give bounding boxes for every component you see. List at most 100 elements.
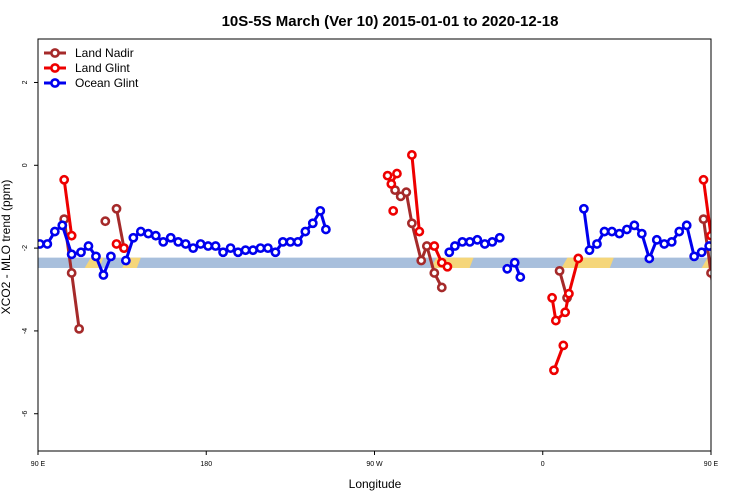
- data-point-ocean-glint: [233, 247, 243, 258]
- data-point-land-glint: [66, 230, 77, 241]
- legend-item-land-glint: Land Glint: [44, 61, 130, 75]
- data-point-ocean-glint: [696, 247, 707, 258]
- legend-item-land-nadir: Land Nadir: [44, 46, 134, 60]
- plot-area: [37, 38, 750, 452]
- data-point-land-nadir: [706, 268, 711, 278]
- plot-frame: [37, 38, 712, 452]
- data-point-ocean-glint: [704, 241, 711, 251]
- data-point-land-glint: [429, 241, 440, 251]
- land-ocean-strip: [38, 257, 711, 268]
- data-point-ocean-glint: [135, 226, 146, 237]
- y-tick-label: -2: [22, 245, 29, 251]
- data-point-ocean-glint: [621, 224, 632, 235]
- y-tick-label: -4: [22, 328, 29, 334]
- data-point-ocean-glint: [248, 245, 258, 256]
- series-line-ocean-glint: [747, 232, 750, 261]
- data-point-ocean-glint: [599, 226, 610, 237]
- data-point-ocean-glint: [188, 243, 199, 254]
- data-point-ocean-glint: [83, 241, 94, 251]
- data-point-ocean-glint: [479, 239, 490, 249]
- data-point-ocean-glint: [720, 271, 727, 278]
- y-tick-label: -6: [22, 411, 29, 417]
- data-point-land-glint: [547, 292, 557, 303]
- data-point-ocean-glint: [292, 236, 303, 247]
- legend-item-ocean-glint: Ocean Glint: [44, 76, 139, 90]
- data-point-land-nadir: [554, 265, 565, 276]
- y-tick-label: 2: [22, 80, 29, 84]
- data-point-ocean-glint: [651, 234, 662, 245]
- data-point-ocean-glint: [644, 253, 655, 264]
- data-point-ocean-glint: [180, 239, 191, 249]
- chart-title: 10S-5S March (Ver 10) 2015-01-01 to 2020…: [222, 13, 559, 30]
- data-point-land-nadir: [401, 187, 412, 198]
- x-tick-label: 90 E: [31, 461, 46, 468]
- data-point-ocean-glint: [66, 249, 77, 260]
- data-point-ocean-glint: [636, 228, 647, 239]
- data-point-land-nadir: [698, 214, 709, 225]
- data-point-ocean-glint: [240, 245, 251, 256]
- data-point-ocean-glint: [307, 218, 318, 229]
- data-point-ocean-glint: [150, 230, 161, 241]
- data-point-ocean-glint: [449, 241, 460, 251]
- data-point-ocean-glint: [76, 247, 86, 258]
- data-point-land-glint: [706, 230, 711, 241]
- data-point-ocean-glint: [487, 236, 498, 247]
- data-point-land-glint: [550, 315, 561, 326]
- legend-label: Land Nadir: [75, 46, 134, 60]
- x-tick-label: 90 E: [704, 461, 719, 468]
- data-point-ocean-glint: [210, 241, 221, 251]
- data-point-land-glint: [382, 170, 393, 181]
- data-point-ocean-glint: [629, 220, 640, 231]
- data-point-land-nadir: [111, 203, 122, 214]
- data-point-land-glint: [414, 226, 425, 237]
- data-point-ocean-glint: [315, 205, 326, 216]
- data-point-ocean-glint: [472, 234, 483, 245]
- data-point-ocean-glint: [674, 226, 685, 237]
- data-point-ocean-glint: [607, 226, 617, 237]
- data-point-ocean-glint: [666, 236, 677, 247]
- data-point-ocean-glint: [584, 245, 595, 256]
- data-point-ocean-glint: [300, 226, 311, 237]
- data-point-land-glint: [442, 261, 453, 272]
- data-point-ocean-glint: [98, 270, 109, 280]
- data-point-land-glint: [573, 253, 584, 264]
- data-point-land-nadir: [406, 218, 417, 229]
- series-group: [38, 150, 750, 376]
- y-axis: 2 0 -2 -4 -6: [22, 80, 38, 417]
- series-line-land-glint: [62, 179, 74, 236]
- land-strip-segment: [561, 257, 614, 268]
- data-point-ocean-glint: [502, 263, 513, 274]
- x-axis: 90 E 180 90 W 0 90 E: [31, 451, 719, 468]
- data-point-land-nadir: [421, 241, 432, 251]
- data-point-ocean-glint: [42, 239, 53, 249]
- data-point-ocean-glint: [494, 232, 505, 243]
- data-point-ocean-glint: [263, 243, 273, 254]
- y-axis-label: XCO2 - MLO trend (ppm): [0, 180, 13, 315]
- data-point-land-glint: [392, 168, 402, 179]
- legend-swatch-marker: [50, 78, 60, 88]
- data-point-ocean-glint: [173, 236, 184, 247]
- data-point-ocean-glint: [165, 232, 176, 243]
- data-point-ocean-glint: [457, 236, 468, 247]
- data-point-ocean-glint: [143, 228, 154, 239]
- data-point-ocean-glint: [120, 255, 131, 266]
- legend-swatch-marker: [50, 48, 60, 58]
- data-point-ocean-glint: [320, 224, 331, 235]
- data-point-land-glint: [388, 205, 399, 216]
- data-point-land-nadir: [436, 282, 447, 293]
- data-point-land-glint: [549, 365, 559, 376]
- data-point-ocean-glint: [106, 251, 116, 262]
- data-point-ocean-glint: [515, 272, 526, 282]
- x-tick-label: 180: [200, 461, 212, 468]
- data-point-land-glint: [111, 239, 122, 249]
- data-point-ocean-glint: [659, 239, 670, 249]
- x-tick-label: 90 W: [366, 461, 383, 468]
- legend-label: Land Glint: [75, 61, 130, 75]
- data-point-ocean-glint: [158, 236, 169, 247]
- data-point-land-nadir: [100, 216, 111, 227]
- legend-label: Ocean Glint: [75, 76, 139, 90]
- data-point-land-glint: [406, 150, 417, 160]
- data-point-ocean-glint: [464, 236, 475, 247]
- ocean-strip: [38, 257, 711, 268]
